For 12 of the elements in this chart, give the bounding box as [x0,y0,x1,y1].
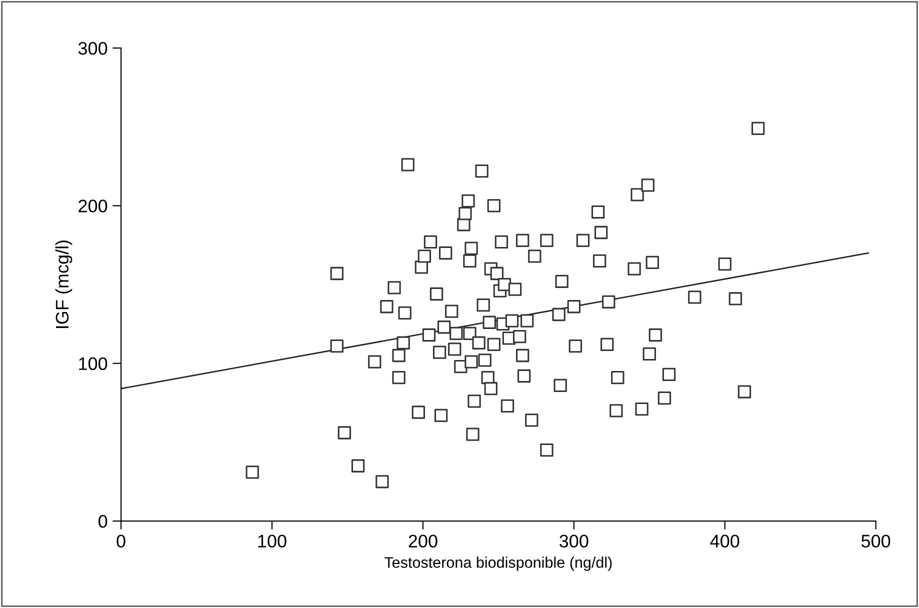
x-axis-title: Testosterona biodisponible (ng/dl) [384,556,612,571]
x-tick-label: 300 [560,534,588,548]
y-tick-label: 100 [79,357,108,370]
x-tick-label: 0 [116,534,126,548]
y-tick-label: 200 [78,200,108,212]
x-tick-label: 400 [710,534,740,548]
y-axis-title: IGF (mcg/l) [55,240,72,328]
x-tick-label: 200 [408,534,438,548]
y-tick-label: 0 [98,514,108,528]
x-tick-label: 100 [258,534,286,548]
y-tick-label: 300 [78,42,108,55]
x-tick-label: 500 [861,534,890,548]
